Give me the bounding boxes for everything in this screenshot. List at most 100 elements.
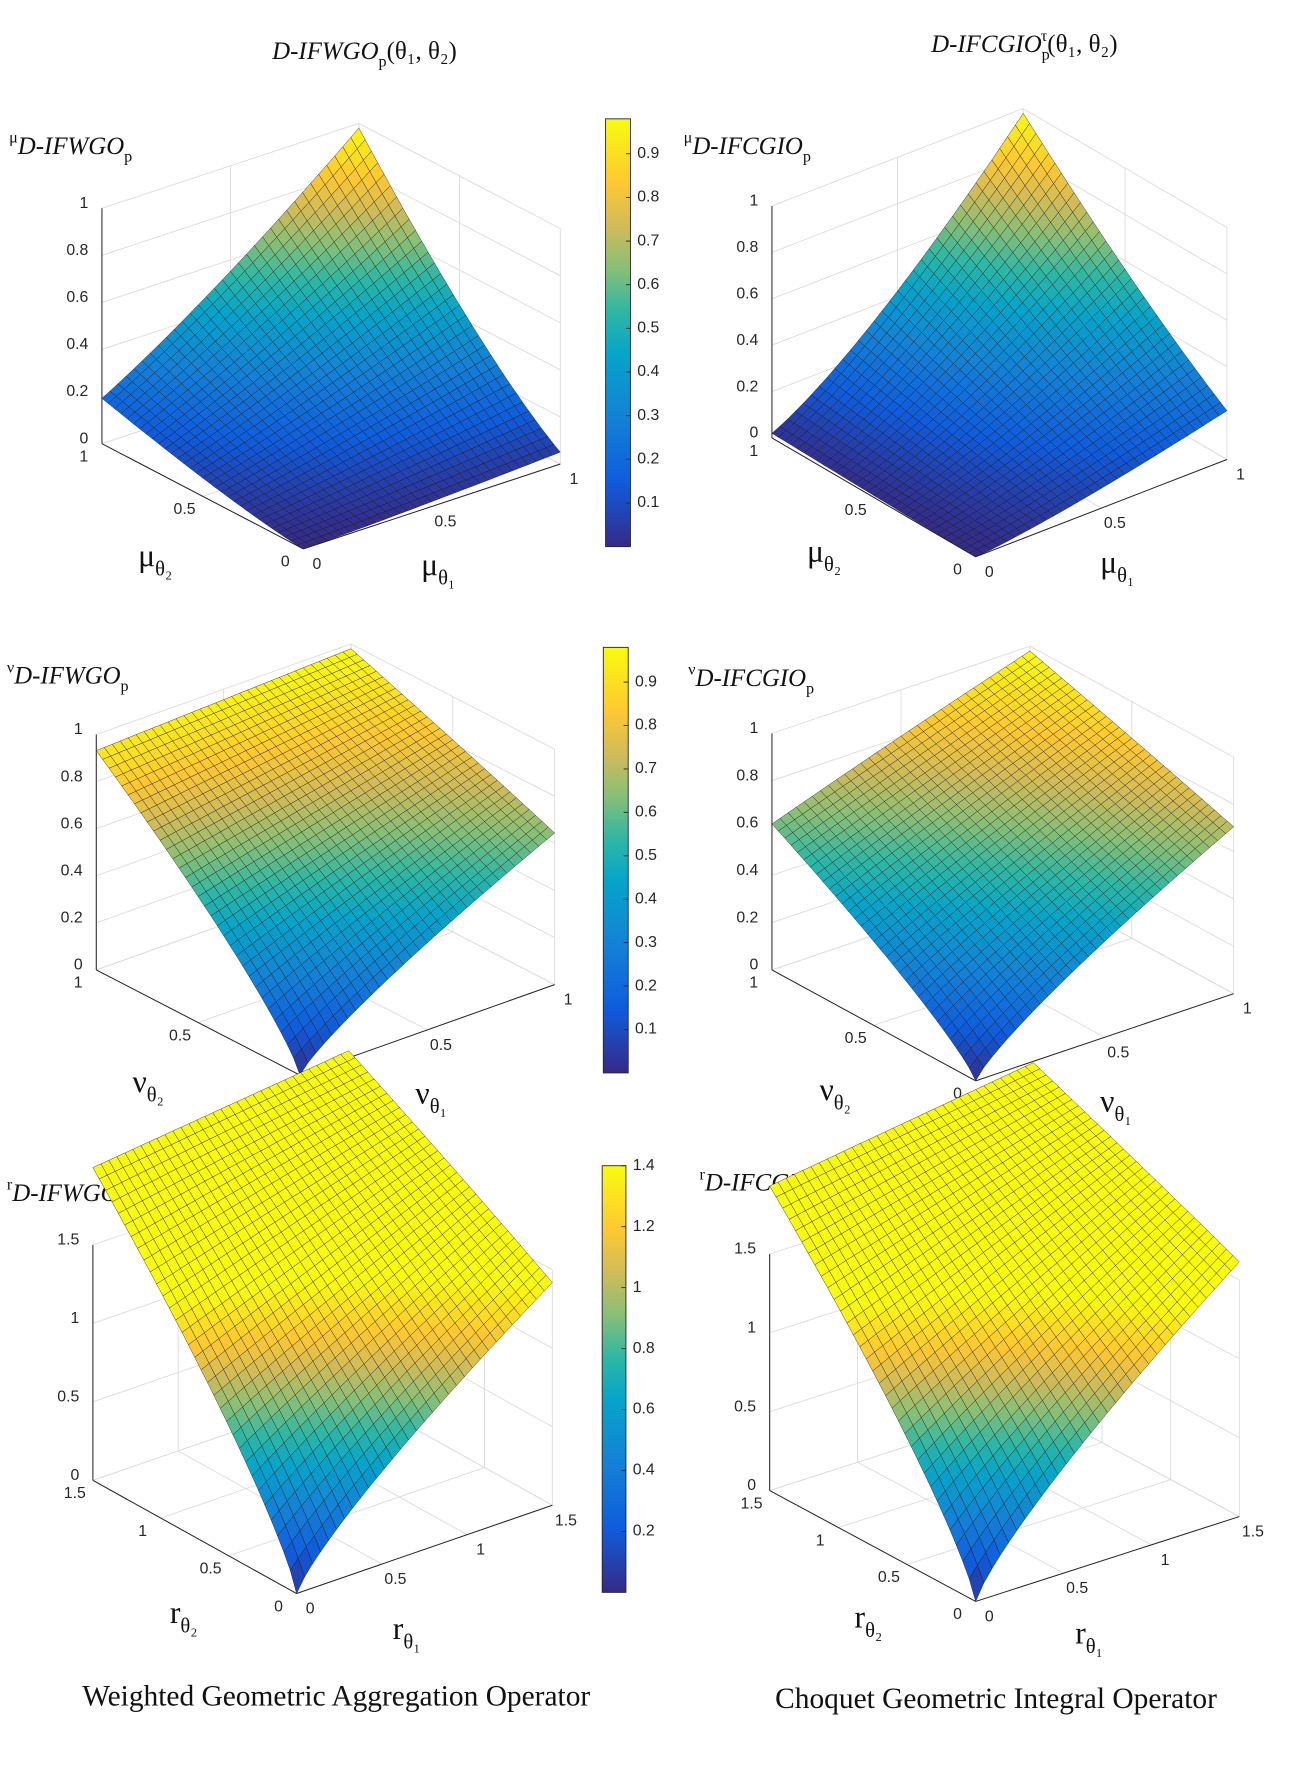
y-tick-label: 1 — [749, 443, 758, 460]
z-tick-label: 0.4 — [66, 336, 88, 353]
colorbar-tick-label: 0.7 — [635, 760, 657, 777]
x-tick-label: 1 — [476, 1542, 485, 1559]
z-tick-label: 0.2 — [61, 910, 83, 927]
label-part: (θ₁, θ₂) — [1047, 31, 1117, 58]
z-tick-label: 0.4 — [736, 862, 758, 879]
label-part: ν — [415, 1075, 429, 1110]
y-tick-label: 0.5 — [845, 502, 867, 519]
x-tick-label: 0 — [306, 1601, 315, 1618]
y-tick-label: 1.5 — [64, 1485, 86, 1502]
colorbar — [602, 646, 629, 1074]
grid-line — [358, 122, 561, 230]
z-tick-label: 0.6 — [736, 815, 758, 832]
y-tick-label: 1 — [79, 448, 88, 465]
colorbar-tick-label: 0.2 — [637, 451, 659, 468]
label-part: μ — [1100, 545, 1117, 580]
label-part: θ₂ — [155, 558, 172, 580]
colorbar-tick-label: 0.4 — [635, 890, 657, 907]
caption: Choquet Geometric Integral Operator — [775, 1683, 1217, 1715]
colorbar-tick-label: 0.6 — [635, 804, 657, 821]
colorbar-tick-label: 0.1 — [635, 1021, 657, 1038]
z-tick-label: 0.4 — [736, 332, 758, 349]
y-tick-label: 0.5 — [169, 1027, 191, 1044]
x-tick-label: 1 — [1236, 467, 1245, 484]
label-part: (θ₁, θ₂) — [387, 38, 457, 65]
label-part: ν — [688, 662, 695, 679]
label-part: θ₁ — [1117, 565, 1134, 587]
math-label: νθ₂ — [819, 1072, 850, 1115]
label-part: p — [1042, 47, 1050, 64]
colorbar-tick-label: 0.3 — [637, 407, 659, 424]
colorbar-tick-label: 0.2 — [635, 977, 657, 994]
math-label: D-IFCGIOpτ(θ₁, θ₂) — [930, 28, 1117, 64]
colorbar-tick-label: 0.6 — [637, 276, 659, 293]
label-part: p — [803, 148, 811, 165]
label-part: θ₁ — [403, 1631, 420, 1653]
colorbar-tick-label: 0.7 — [637, 232, 659, 249]
grid-line — [771, 108, 1024, 207]
axis-line — [975, 459, 1228, 558]
label-part: θ₂ — [834, 1093, 851, 1115]
label-part: p — [121, 678, 129, 695]
label-part: θ₂ — [147, 1085, 164, 1107]
colorbar-tick-label: 0.9 — [635, 673, 657, 690]
colorbar-tick-label: 0.3 — [635, 934, 657, 951]
x-tick-label: 1 — [1243, 1001, 1252, 1018]
math-label: νθ₁ — [415, 1075, 446, 1118]
label-part: μ — [807, 533, 824, 568]
math-label: rθ₁ — [393, 1611, 421, 1654]
math-label: νθ₂ — [132, 1064, 163, 1107]
label-part: μ — [9, 130, 18, 147]
label-part: ν — [7, 659, 14, 676]
z-tick-label: 1 — [80, 195, 89, 212]
x-tick-label: 0.5 — [384, 1571, 406, 1588]
colorbar-tick-label: 0.8 — [637, 189, 659, 206]
z-tick-label: 0.4 — [61, 862, 83, 879]
label-part: θ₁ — [438, 567, 455, 589]
y-tick-label: 0.5 — [174, 501, 196, 518]
colorbar-tick-label: 0.8 — [635, 717, 657, 734]
math-label: μθ₁ — [1100, 545, 1134, 588]
x-tick-label: 1.5 — [555, 1512, 577, 1529]
label-part: r — [170, 1595, 181, 1630]
label-part: μ — [421, 547, 438, 582]
z-tick-label: 0 — [70, 1467, 79, 1484]
math-label: νD-IFWGOp — [7, 659, 129, 695]
z-tick-label: 1.5 — [57, 1232, 79, 1249]
surface — [95, 648, 555, 1076]
math-label: νθ₁ — [1100, 1083, 1131, 1126]
label-part: D-IFCGIO — [695, 665, 807, 692]
z-tick-label: 0.6 — [61, 815, 83, 832]
colorbar-tick-label: 0.1 — [637, 494, 659, 511]
surface — [101, 127, 561, 550]
x-tick-label: 0 — [313, 556, 322, 573]
grid-line — [101, 122, 359, 209]
z-tick-label: 0 — [750, 957, 759, 974]
label-part: ν — [1100, 1083, 1114, 1118]
y-tick-label: 0.5 — [845, 1030, 867, 1047]
label-part: D-IFCGIO — [691, 133, 803, 160]
math-label: D-IFWGOp(θ₁, θ₂) — [271, 38, 457, 70]
z-tick-label: 0.2 — [66, 383, 88, 400]
grid-line — [771, 154, 1024, 253]
z-tick-label: 0.2 — [736, 909, 758, 926]
z-tick-label: 0.8 — [61, 768, 83, 785]
label-part: θ₁ — [1114, 1104, 1131, 1126]
math-label: μθ₂ — [138, 538, 172, 581]
surface — [771, 650, 1235, 1082]
y-tick-label: 0 — [953, 562, 962, 579]
label-part: θ₂ — [824, 554, 841, 576]
label-part: p — [124, 148, 132, 165]
surface — [92, 1050, 553, 1595]
math-label: μθ₁ — [421, 547, 455, 590]
label-part: D-IFWGO — [13, 663, 120, 690]
math-label: rθ₂ — [170, 1595, 198, 1638]
label-part: μ — [684, 130, 693, 147]
colorbar — [605, 118, 631, 548]
colorbar-tick-label: 0.5 — [635, 847, 657, 864]
label-part: θ₂ — [180, 1615, 197, 1637]
surface — [771, 112, 1228, 558]
math-label: μD-IFCGIOp — [684, 130, 811, 166]
surface-face — [296, 542, 312, 550]
